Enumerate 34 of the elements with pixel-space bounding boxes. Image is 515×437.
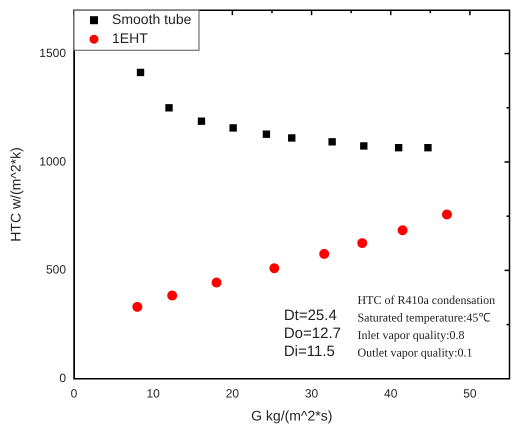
annotation: HTC of R410a condensation Saturated temperature:45℃ Inlet vapor quality:0.8 Outlet vapor quality:0.1 xyxy=(357,292,496,360)
point xyxy=(288,134,296,142)
point xyxy=(328,138,336,146)
point xyxy=(394,144,402,152)
point xyxy=(269,263,280,274)
point xyxy=(357,238,368,248)
point xyxy=(132,302,142,312)
point xyxy=(319,248,330,259)
point xyxy=(198,118,206,125)
x-axis-title: G kg/(m^2*s) xyxy=(251,407,332,424)
point xyxy=(398,225,408,236)
legend-label: 1EHT xyxy=(112,30,148,46)
point xyxy=(165,104,173,112)
point xyxy=(262,130,270,138)
y-tick-label: 1000 xyxy=(39,154,66,168)
point xyxy=(442,209,452,220)
point xyxy=(212,278,222,288)
x-tick-label: 40 xyxy=(384,386,398,400)
point xyxy=(424,144,432,152)
x-tick-label: 10 xyxy=(146,386,160,400)
y-tick-label: 500 xyxy=(46,262,66,277)
point xyxy=(360,142,368,150)
annotation: Dt=25.4 Do=12.7 Di=11.5 xyxy=(284,307,341,360)
y-tick-label: 1500 xyxy=(39,46,66,60)
y-tick-label: 0 xyxy=(59,371,66,386)
x-tick-label: 20 xyxy=(226,386,240,400)
x-tick-label: 50 xyxy=(463,386,477,400)
legend-label: Smooth tube xyxy=(112,11,192,28)
x-tick-label: 30 xyxy=(304,386,319,400)
point xyxy=(136,68,144,76)
x-tick-label: 0 xyxy=(70,386,78,400)
point xyxy=(229,124,237,132)
point xyxy=(167,290,178,301)
y-axis-title: HTC w/(m^2*k) xyxy=(7,147,24,242)
